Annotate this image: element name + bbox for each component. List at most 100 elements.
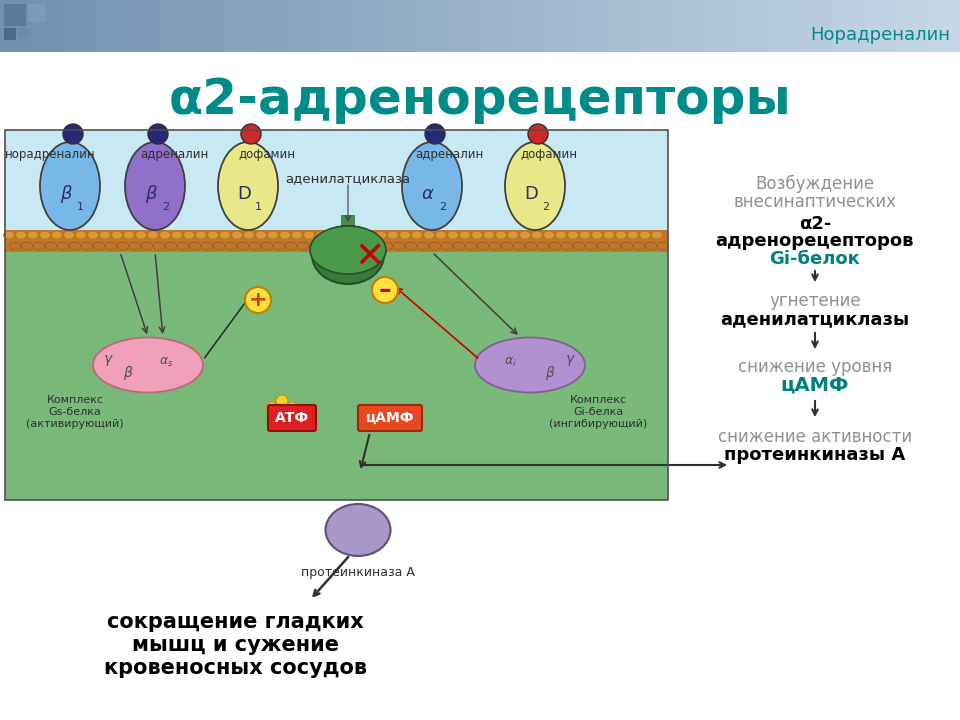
Ellipse shape [604,231,614,239]
Bar [384,0,417,52]
Bar [341,215,355,245]
Ellipse shape [471,231,483,239]
Text: $\beta$: $\beta$ [544,364,555,382]
Ellipse shape [495,231,507,239]
Bar [672,0,705,52]
Ellipse shape [346,242,356,250]
Bar [224,0,257,52]
Ellipse shape [87,231,99,239]
Text: (активирующий): (активирующий) [26,419,124,429]
Ellipse shape [220,231,230,239]
Ellipse shape [159,231,171,239]
Bar [320,0,353,52]
Ellipse shape [567,231,579,239]
Ellipse shape [63,231,75,239]
Ellipse shape [394,242,404,250]
Ellipse shape [645,242,657,250]
Ellipse shape [322,242,332,250]
Bar [5,130,668,230]
Ellipse shape [325,504,391,556]
Text: D: D [237,185,251,203]
Text: 1: 1 [77,202,84,212]
Text: протеинкиназа A: протеинкиназа A [301,566,415,579]
Ellipse shape [244,231,254,239]
Bar [4,4,26,26]
Ellipse shape [106,242,116,250]
Circle shape [286,402,298,414]
Ellipse shape [490,242,500,250]
Ellipse shape [69,242,81,250]
Ellipse shape [261,242,273,250]
Text: +: + [249,290,267,310]
Bar [288,0,321,52]
Bar [192,0,225,52]
Ellipse shape [586,242,596,250]
Ellipse shape [268,231,278,239]
Text: $\gamma$: $\gamma$ [564,353,575,367]
Text: дофамин: дофамин [520,148,577,161]
Ellipse shape [298,242,308,250]
Ellipse shape [532,231,542,239]
Ellipse shape [658,242,668,250]
Bar [800,0,833,52]
Ellipse shape [15,231,27,239]
Text: Gs-белка: Gs-белка [49,407,102,417]
Circle shape [266,402,278,414]
Ellipse shape [124,231,134,239]
Ellipse shape [202,242,212,250]
Ellipse shape [525,242,537,250]
Ellipse shape [310,226,386,274]
Ellipse shape [165,242,177,250]
Text: адренорецепторов: адренорецепторов [716,232,914,250]
Text: 2: 2 [542,202,549,212]
Ellipse shape [82,242,92,250]
Ellipse shape [597,242,609,250]
Ellipse shape [388,231,398,239]
Ellipse shape [652,231,662,239]
Ellipse shape [45,242,57,250]
Ellipse shape [285,242,297,250]
Ellipse shape [178,242,188,250]
Ellipse shape [364,231,374,239]
Ellipse shape [154,242,164,250]
Circle shape [276,410,288,422]
Ellipse shape [117,242,129,250]
Text: α2-адренорецепторы: α2-адренорецепторы [169,76,791,124]
Bar [4,28,16,40]
Ellipse shape [39,231,51,239]
Text: Комплекс: Комплекс [46,395,104,405]
Text: кровеносных сосудов: кровеносных сосудов [104,658,367,678]
Ellipse shape [292,231,302,239]
Text: Возбуждение: Возбуждение [756,175,875,193]
Text: цАМФ: цАМФ [366,411,415,425]
Text: 1: 1 [255,202,262,212]
Text: Комплекс: Комплекс [569,395,627,405]
Text: внесинаптических: внесинаптических [733,193,897,211]
Ellipse shape [412,231,422,239]
Ellipse shape [591,231,603,239]
Ellipse shape [447,231,459,239]
Ellipse shape [312,226,384,284]
Ellipse shape [237,242,249,250]
Ellipse shape [52,231,62,239]
Text: протеинкиназы A: протеинкиназы A [725,446,905,464]
Text: $\alpha_s$: $\alpha_s$ [158,356,174,369]
Text: 2: 2 [439,202,446,212]
Ellipse shape [442,242,452,250]
Ellipse shape [375,231,387,239]
Ellipse shape [218,142,278,230]
Ellipse shape [196,231,206,239]
Ellipse shape [28,231,38,239]
Ellipse shape [183,231,195,239]
Ellipse shape [628,231,638,239]
Ellipse shape [172,231,182,239]
Ellipse shape [93,242,105,250]
Bar [160,0,193,52]
Circle shape [148,124,168,144]
Text: угнетение: угнетение [769,292,861,310]
Ellipse shape [466,242,476,250]
Ellipse shape [274,242,284,250]
FancyBboxPatch shape [358,405,422,431]
Bar [480,0,513,52]
Ellipse shape [505,142,565,230]
